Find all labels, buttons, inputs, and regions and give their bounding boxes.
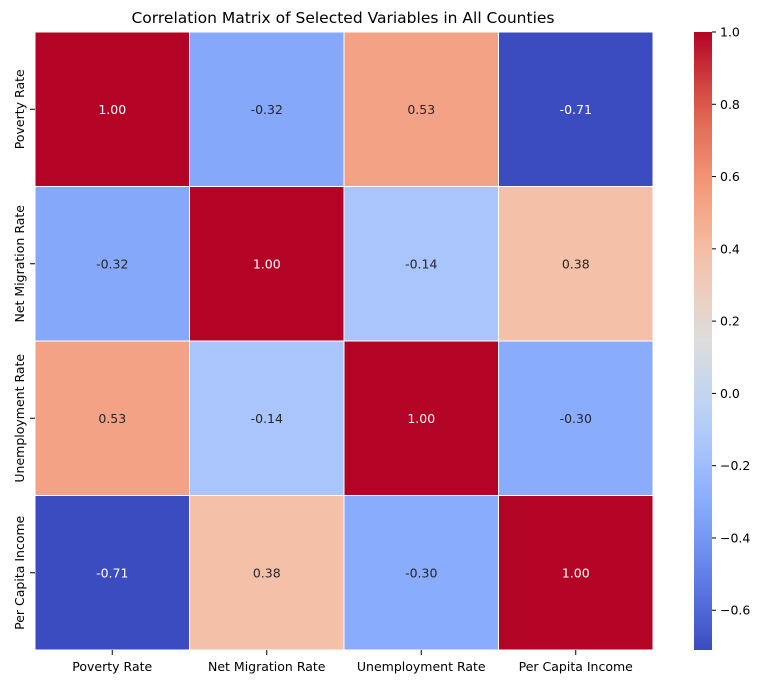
cell-value-label: -0.32 — [96, 256, 128, 271]
cell-value-label: 0.53 — [98, 411, 126, 426]
cell-value-label: -0.71 — [560, 102, 592, 117]
chart-title: Correlation Matrix of Selected Variables… — [131, 9, 554, 27]
colorbar-tick-label: 0.6 — [720, 169, 740, 184]
heatmap-cell — [34, 186, 190, 342]
colorbar-tick-label: 0.4 — [720, 241, 740, 256]
cell-value-label: 1.00 — [407, 411, 435, 426]
cell-value-label: -0.30 — [560, 411, 592, 426]
colorbar-tick-label: 1.0 — [720, 25, 740, 40]
heatmap-cell — [498, 340, 654, 496]
y-axis: Poverty Rate Net Migration Rate Unemployme… — [12, 69, 35, 630]
colorbar: 1.0 0.8 0.6 0.4 0.2 0.0 −0.2 −0.4 −0.6 — [694, 25, 750, 650]
colorbar-tick-label: 0.2 — [720, 314, 740, 329]
heatmap-cell-labels: 1.00 -0.32 0.53 -0.71 -0.32 1.00 -0.14 0.38 0.53… — [96, 102, 592, 581]
y-tick-label: Per Capita Income — [12, 515, 27, 630]
heatmap-cell — [343, 495, 499, 651]
cell-value-label: 0.38 — [253, 565, 281, 580]
cell-value-label: 0.53 — [407, 102, 435, 117]
heatmap-cell — [343, 31, 499, 187]
cell-value-label: -0.14 — [405, 256, 437, 271]
cell-value-label: 0.38 — [562, 256, 590, 271]
cell-value-label: 1.00 — [253, 256, 281, 271]
heatmap-cell — [189, 186, 345, 342]
colorbar-tick-label: −0.6 — [720, 603, 750, 618]
x-tick-label: Per Capita Income — [519, 659, 634, 674]
heatmap-cell — [189, 31, 345, 187]
colorbar-tick-label: 0.8 — [720, 97, 740, 112]
y-tick-label: Unemployment Rate — [12, 354, 27, 483]
heatmap-cell — [498, 186, 654, 342]
cell-value-label: -0.32 — [251, 102, 283, 117]
heatmap-cell — [34, 31, 190, 187]
heatmap-cell — [189, 340, 345, 496]
cell-value-label: 1.00 — [98, 102, 126, 117]
heatmap-cell — [498, 31, 654, 187]
colorbar-tick-label: −0.2 — [720, 458, 750, 473]
cell-value-label: -0.30 — [405, 565, 437, 580]
cell-value-label: 1.00 — [562, 565, 590, 580]
x-tick-label: Net Migration Rate — [208, 659, 326, 674]
heatmap-cell — [343, 186, 499, 342]
heatmap-cells — [34, 31, 654, 651]
colorbar-ticks: 1.0 0.8 0.6 0.4 0.2 0.0 −0.2 −0.4 −0.6 — [712, 25, 750, 618]
colorbar-gradient — [694, 32, 712, 650]
heatmap-cell — [34, 495, 190, 651]
heatmap-cell — [189, 495, 345, 651]
y-tick-label: Net Migration Rate — [12, 205, 27, 323]
heatmap-cell — [498, 495, 654, 651]
cell-value-label: -0.71 — [96, 565, 128, 580]
x-tick-label: Poverty Rate — [72, 659, 152, 674]
colorbar-tick-label: −0.4 — [720, 530, 750, 545]
colorbar-tick-label: 0.0 — [720, 386, 740, 401]
y-tick-label: Poverty Rate — [12, 69, 27, 149]
x-axis: Poverty Rate Net Migration Rate Unemployme… — [72, 650, 633, 674]
x-tick-label: Unemployment Rate — [357, 659, 486, 674]
cell-value-label: -0.14 — [251, 411, 283, 426]
